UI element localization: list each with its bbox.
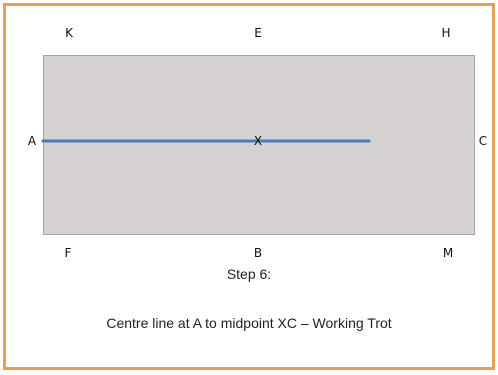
marker-a: A [27,134,37,148]
route-layer [41,139,371,143]
marker-e: E [254,26,262,40]
marker-m: M [442,246,454,260]
step-description: Centre line at A to midpoint XC – Workin… [106,315,392,331]
dressage-arena [43,55,475,235]
marker-f: F [64,246,72,260]
marker-h: H [441,26,451,40]
marker-k: K [65,26,73,40]
marker-c: C [478,134,488,148]
marker-x: X [253,134,263,148]
marker-b: B [253,246,263,260]
step-label: Step 6: [226,266,272,282]
